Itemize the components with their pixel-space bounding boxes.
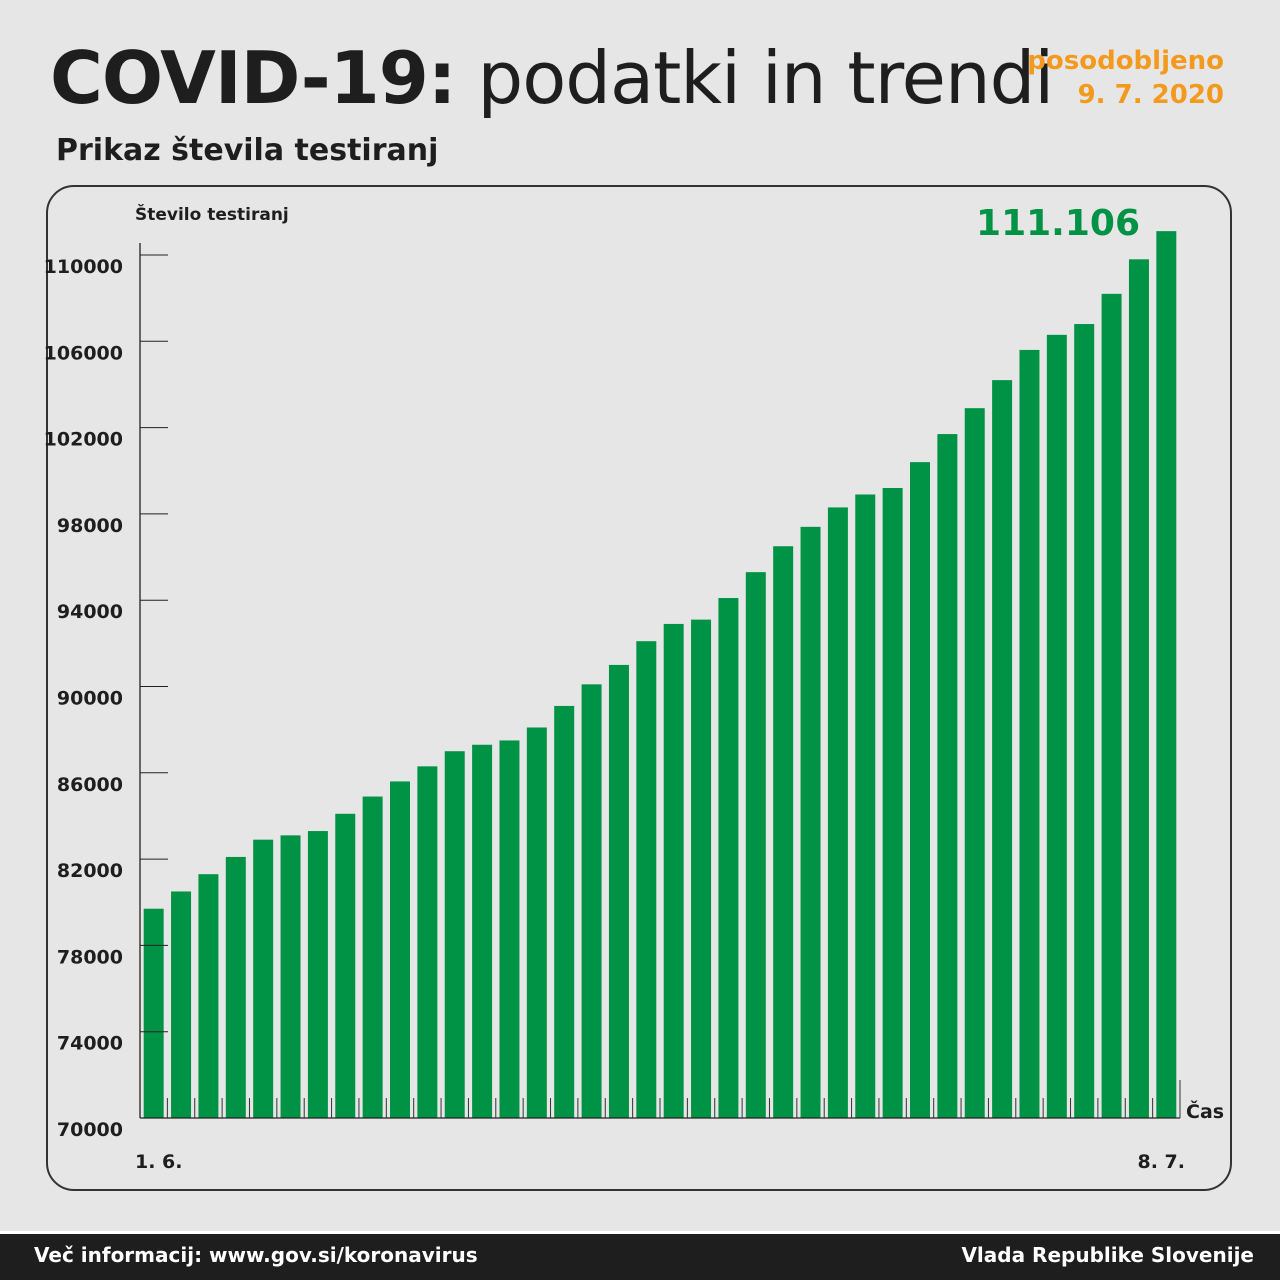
bar [663,623,684,1118]
footer-more-info: Več informacij: www.gov.si/koronavirus [34,1243,478,1267]
bar [1156,231,1177,1118]
footer-bar: Več informacij: www.gov.si/koronavirus V… [0,1231,1280,1280]
y-tick-label: 82000 [57,860,123,882]
x-end-label: 8. 7. [1138,1151,1186,1173]
bar [280,835,301,1118]
bar [691,619,712,1118]
y-tick-label: 102000 [44,429,123,451]
bar [171,891,192,1118]
bar [143,908,164,1118]
bar [937,434,958,1118]
bar [1101,293,1122,1119]
footer-government: Vlada Republike Slovenije [961,1243,1254,1267]
bar [472,744,493,1118]
title-rest: podatki in trendi [477,36,1055,120]
page-title: COVID-19: podatki in trendi [50,28,1055,128]
y-tick-label: 78000 [57,946,123,968]
bar [800,526,821,1118]
updated-info: posodobljeno 9. 7. 2020 [1027,44,1224,112]
bar [855,494,876,1119]
y-tick-label: 94000 [57,601,123,623]
bar [1019,349,1040,1118]
chart-panel [46,185,1232,1191]
y-tick-label: 74000 [57,1033,123,1055]
y-tick-label: 110000 [44,256,123,278]
bar [1074,324,1095,1118]
title-main: COVID-19: [50,36,457,120]
y-tick-label: 106000 [44,342,123,364]
bar [335,813,356,1118]
bar [1046,334,1067,1119]
chart-subtitle: Prikaz števila testiranj [56,133,439,168]
last-value-label: 111.106 [976,203,1140,244]
bar [198,874,219,1118]
bar [253,839,274,1118]
bar [882,488,903,1118]
bar [417,766,438,1118]
y-tick-label: 70000 [57,1119,123,1141]
bar [992,380,1013,1118]
bar [526,727,547,1118]
bar [444,751,465,1118]
bar [307,831,328,1118]
y-tick-label: 98000 [57,515,123,537]
y-axis-title: Število testiranj [135,203,289,225]
bar [225,856,246,1118]
y-tick-label: 90000 [57,688,123,710]
bar [608,664,629,1118]
bar [362,796,383,1118]
bar [636,641,657,1118]
bar [581,684,602,1118]
bar-chart: 110000 106000 102000 98000 94000 90000 86000 82… [44,203,1224,1173]
bar [554,705,575,1118]
x-axis-title: Čas [1186,1099,1224,1123]
bar [718,598,739,1118]
bar [745,572,766,1118]
bar [499,740,520,1118]
bar [390,781,410,1118]
y-tick-label: 86000 [57,774,123,796]
bar [827,507,848,1118]
updated-date: 9. 7. 2020 [1077,80,1224,110]
bar [773,546,794,1118]
bar [964,408,985,1118]
updated-label: posodobljeno [1027,46,1224,76]
bar [1128,259,1149,1118]
x-start-label: 1. 6. [135,1151,183,1173]
bar [910,462,930,1118]
